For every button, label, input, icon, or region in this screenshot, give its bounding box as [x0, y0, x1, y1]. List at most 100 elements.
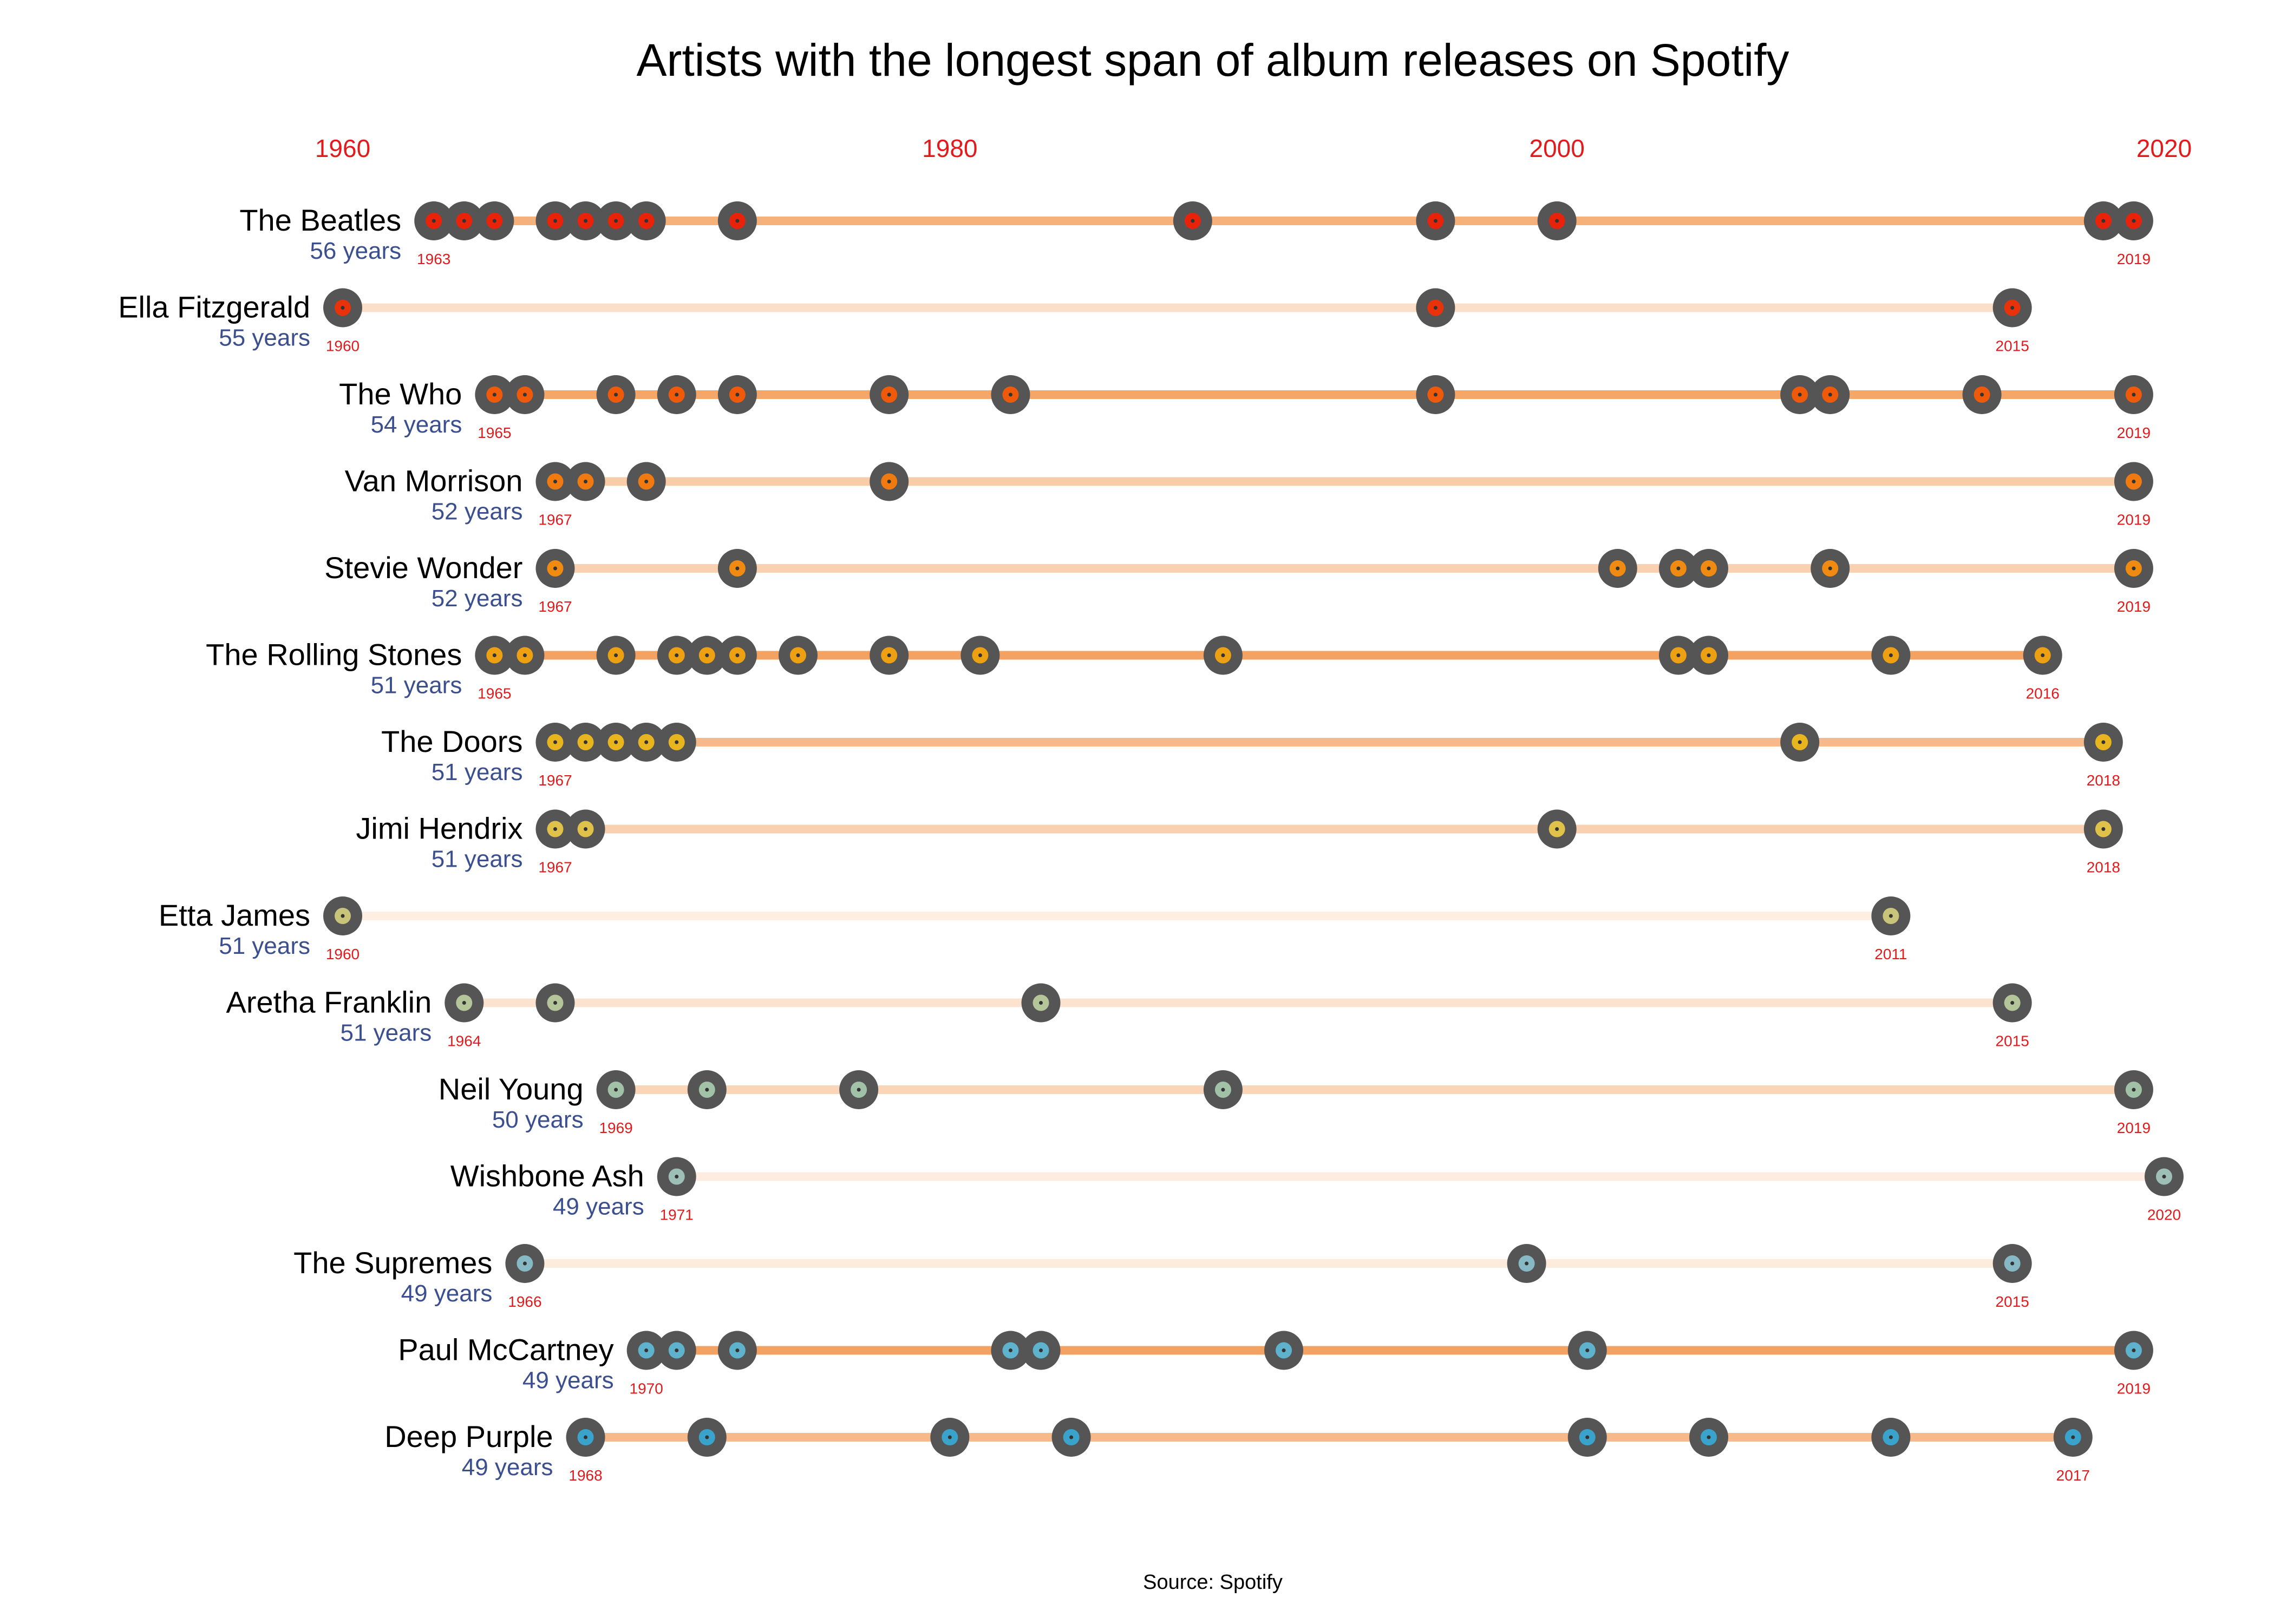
span-label: 49 years	[462, 1454, 553, 1481]
last-year-label: 2017	[2056, 1467, 2090, 1484]
first-year-label: 1969	[599, 1119, 632, 1136]
last-year-label: 2015	[1996, 1293, 2029, 1310]
album-disc-hole	[1889, 653, 1893, 657]
album-disc-hole	[1676, 566, 1681, 571]
first-year-label: 1960	[326, 946, 360, 962]
x-tick-label: 1960	[315, 134, 370, 162]
album-disc-hole	[1889, 914, 1893, 918]
last-year-label: 2018	[2087, 859, 2120, 876]
album-disc-hole	[2132, 1348, 2136, 1352]
album-disc-hole	[887, 480, 891, 483]
album-disc-hole	[735, 1348, 740, 1352]
album-disc-hole	[675, 653, 679, 657]
album-disc-hole	[857, 1088, 861, 1092]
album-disc-hole	[644, 740, 649, 744]
album-disc-hole	[2041, 653, 2045, 657]
first-year-label: 1965	[478, 685, 511, 702]
album-disc-hole	[584, 480, 588, 483]
album-disc-hole	[1008, 1348, 1012, 1352]
album-disc-hole	[2132, 392, 2136, 397]
album-disc-hole	[1889, 1435, 1893, 1439]
first-year-label: 1960	[326, 338, 360, 355]
album-disc-hole	[522, 1261, 527, 1266]
album-disc-hole	[341, 914, 345, 918]
span-label: 54 years	[371, 411, 462, 438]
span-label: 51 years	[219, 933, 310, 959]
album-disc-hole	[492, 653, 496, 657]
album-disc-hole	[675, 392, 679, 397]
artist-name: The Rolling Stones	[206, 638, 462, 672]
artist-name: Etta James	[159, 898, 310, 932]
album-disc-hole	[584, 1435, 588, 1439]
last-year-label: 2019	[2117, 424, 2151, 441]
album-disc-hole	[1828, 566, 1832, 571]
album-disc-hole	[675, 1348, 679, 1352]
album-disc-hole	[553, 219, 557, 223]
last-year-label: 2018	[2087, 772, 2120, 789]
album-disc-hole	[1707, 653, 1711, 657]
last-year-label: 2019	[2117, 1119, 2151, 1136]
album-disc-hole	[2010, 1001, 2015, 1005]
album-disc-hole	[1191, 219, 1195, 223]
album-disc-hole	[614, 1088, 618, 1092]
album-disc-hole	[1585, 1435, 1590, 1439]
artist-name: Van Morrison	[345, 464, 523, 498]
album-disc-hole	[1980, 392, 1984, 397]
album-disc-hole	[2101, 827, 2106, 831]
album-disc-hole	[553, 480, 557, 483]
album-disc-hole	[1221, 1088, 1225, 1092]
album-disc-hole	[735, 219, 740, 223]
span-label: 51 years	[341, 1020, 432, 1046]
last-year-label: 2019	[2117, 251, 2151, 267]
artist-name: Deep Purple	[384, 1419, 553, 1453]
album-disc-hole	[1433, 392, 1437, 397]
first-year-label: 1967	[538, 772, 572, 789]
album-disc-hole	[492, 392, 496, 397]
album-disc-hole	[1676, 653, 1681, 657]
album-disc-hole	[1707, 566, 1711, 571]
album-disc-hole	[553, 740, 557, 744]
first-year-label: 1964	[447, 1033, 481, 1050]
x-tick-label: 2020	[2136, 134, 2192, 162]
album-disc-hole	[1555, 219, 1559, 223]
album-disc-hole	[584, 827, 588, 831]
span-label: 55 years	[219, 325, 310, 351]
album-disc-hole	[522, 392, 527, 397]
artist-name: The Who	[339, 377, 462, 411]
album-disc-hole	[1798, 740, 1802, 744]
album-disc-hole	[2101, 740, 2106, 744]
span-label: 49 years	[553, 1194, 644, 1220]
album-disc-hole	[675, 1175, 679, 1178]
album-disc-hole	[887, 392, 891, 397]
album-disc-hole	[2010, 306, 2015, 310]
album-disc-hole	[1221, 653, 1225, 657]
album-disc-hole	[584, 740, 588, 744]
album-disc-hole	[2162, 1175, 2166, 1178]
album-disc-hole	[1433, 219, 1437, 223]
album-disc-hole	[675, 740, 679, 744]
album-disc-hole	[553, 566, 557, 571]
album-disc-hole	[978, 653, 982, 657]
album-disc-hole	[2071, 1435, 2075, 1439]
album-disc-hole	[553, 827, 557, 831]
span-label: 51 years	[432, 846, 523, 873]
album-disc-hole	[1282, 1348, 1286, 1352]
album-disc-hole	[341, 306, 345, 310]
album-disc-hole	[1798, 392, 1802, 397]
album-disc-hole	[1525, 1261, 1529, 1266]
first-year-label: 1966	[508, 1293, 541, 1310]
album-disc-hole	[2132, 566, 2136, 571]
first-year-label: 1967	[538, 598, 572, 615]
chart-title: Artists with the longest span of album r…	[636, 35, 1789, 86]
artist-name: Jimi Hendrix	[356, 811, 522, 846]
